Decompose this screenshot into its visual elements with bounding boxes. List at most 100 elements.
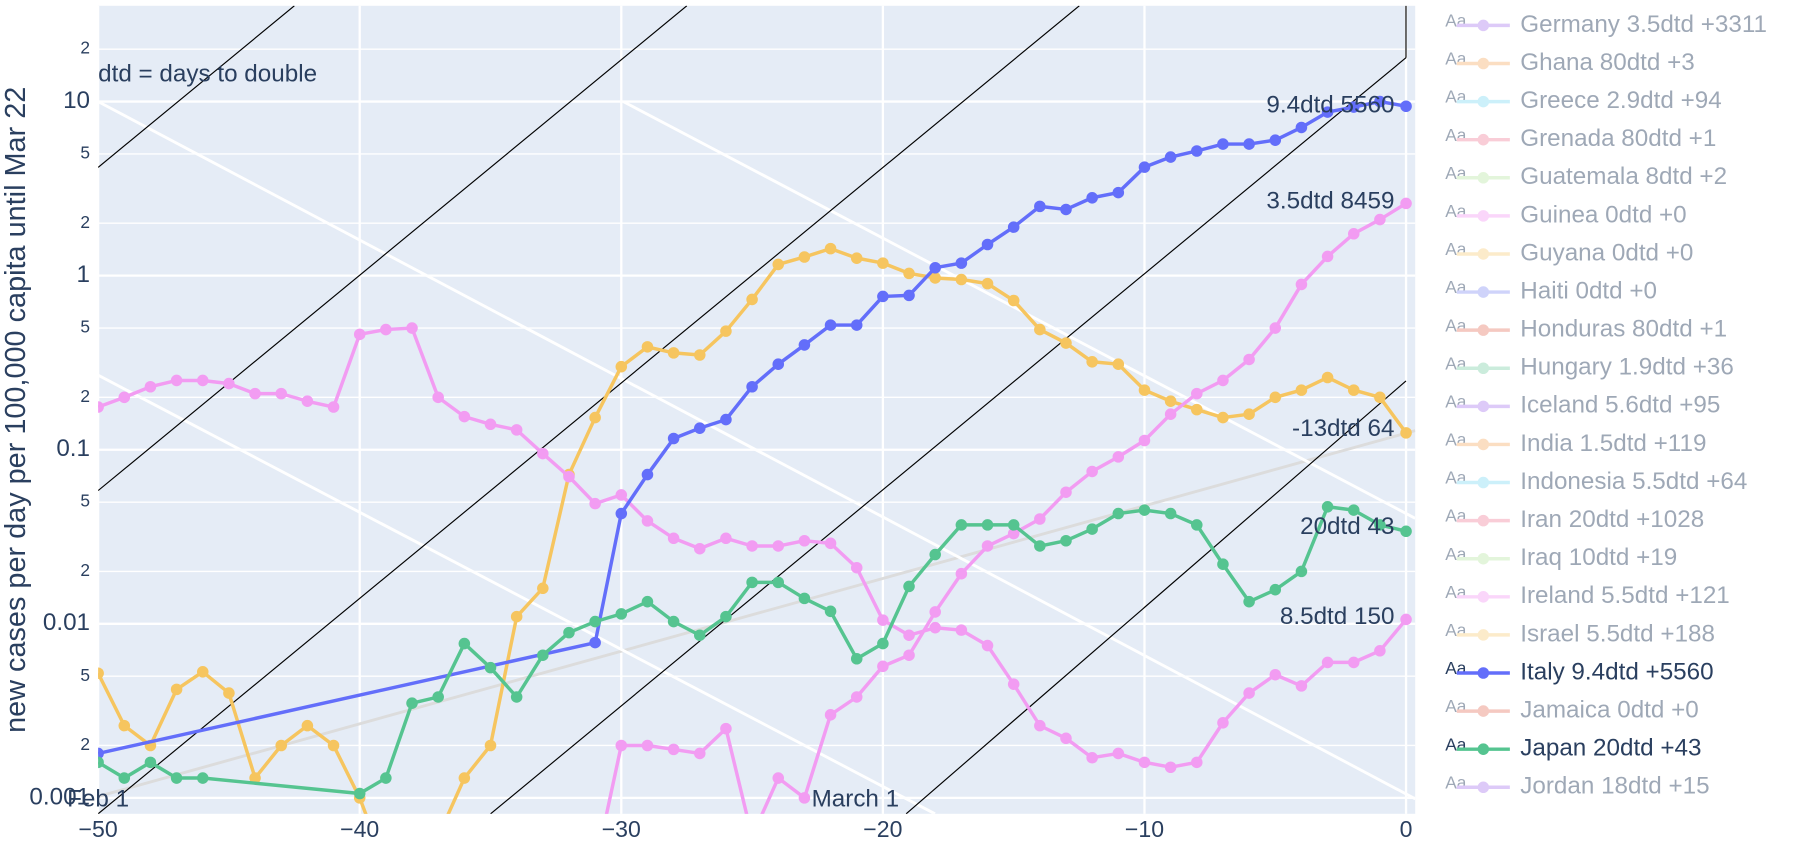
guide-line	[98, 5, 295, 168]
legend-item[interactable]: Aa Japan 20dtd +43	[1445, 734, 1701, 761]
data-point	[798, 251, 811, 263]
legend-item[interactable]: Aa Haiti 0dtd +0	[1445, 277, 1657, 304]
y-tick-label: 0.1	[56, 435, 90, 462]
legend-item[interactable]: Aa Jamaica 0dtd +0	[1445, 696, 1699, 723]
data-point	[824, 242, 837, 255]
data-point	[1191, 403, 1203, 416]
data-point	[1347, 228, 1360, 240]
data-point	[772, 772, 785, 784]
legend-item[interactable]: Aa Italy 9.4dtd +5560	[1445, 658, 1713, 685]
legend-item[interactable]: Aa Guyana 0dtd +0	[1445, 239, 1693, 266]
y-tick-label: 10	[63, 87, 90, 114]
legend-item[interactable]: Aa Iraq 10dtd +19	[1445, 544, 1677, 571]
legend-item[interactable]: Aa Hungary 1.9dtd +36	[1445, 353, 1734, 380]
data-point	[380, 772, 392, 784]
legend-item[interactable]: Aa Iceland 5.6dtd +95	[1445, 391, 1720, 418]
x-tick-label: −20	[863, 816, 902, 842]
data-point	[458, 410, 471, 423]
data-point	[118, 719, 131, 732]
annotation: March 1	[812, 785, 900, 812]
legend-item[interactable]: Aa Honduras 80dtd +1	[1445, 315, 1727, 342]
data-point	[432, 391, 444, 404]
data-point	[118, 772, 131, 784]
annotation: -13dtd 64	[1292, 415, 1394, 442]
data-point	[772, 540, 785, 552]
legend-item[interactable]: Aa Guatemala 8dtd +2	[1445, 163, 1727, 190]
data-point	[1400, 613, 1412, 626]
legend-item[interactable]: Aa Jordan 18dtd +15	[1445, 772, 1709, 799]
data-point	[1086, 192, 1098, 204]
legend-swatch-marker	[1477, 324, 1490, 336]
legend-label: Jamaica 0dtd +0	[1520, 696, 1699, 723]
data-point	[1347, 504, 1360, 516]
data-point	[903, 267, 915, 280]
data-point	[615, 489, 628, 501]
legend-item[interactable]: Aa Israel 5.5dtd +188	[1445, 620, 1715, 647]
data-point	[223, 377, 235, 390]
data-point	[1374, 213, 1386, 226]
data-point	[1295, 384, 1308, 396]
x-tick-label: −10	[1125, 816, 1164, 842]
data-point	[1269, 583, 1282, 596]
data-point	[903, 649, 915, 661]
legend-item[interactable]: Aa Ghana 80dtd +3	[1445, 49, 1695, 76]
data-point	[720, 325, 732, 337]
data-point	[1112, 358, 1125, 370]
data-point	[1217, 717, 1229, 729]
data-point	[720, 532, 732, 545]
legend-item[interactable]: Aa Ireland 5.5dtd +121	[1445, 582, 1730, 609]
legend-item[interactable]: Aa Greece 2.9dtd +94	[1445, 87, 1721, 114]
data-point	[1138, 384, 1151, 396]
data-point	[981, 639, 994, 652]
legend-swatch-marker	[1477, 95, 1490, 108]
data-point	[1034, 719, 1046, 732]
data-point	[537, 447, 549, 460]
data-point	[170, 374, 183, 387]
legend-label: India 1.5dtd +119	[1520, 430, 1706, 457]
legend-label: Italy 9.4dtd +5560	[1520, 658, 1713, 685]
legend-label: Guatemala 8dtd +2	[1520, 163, 1727, 190]
y-tick-label: 5	[80, 665, 90, 685]
data-point	[1347, 101, 1360, 113]
legend-symbol-text: Aa	[1445, 239, 1467, 259]
data-point	[641, 515, 654, 527]
legend-swatch-marker	[1477, 133, 1490, 146]
legend-item[interactable]: Aa Grenada 80dtd +1	[1445, 125, 1716, 152]
legend-item[interactable]: Aa India 1.5dtd +119	[1445, 430, 1706, 457]
data-point	[981, 519, 994, 531]
data-point	[746, 380, 758, 393]
data-point	[98, 747, 104, 760]
data-point	[484, 661, 497, 674]
legend-item[interactable]: Aa Indonesia 5.5dtd +64	[1445, 468, 1747, 495]
data-point	[1060, 203, 1072, 216]
y-tick-label: 2	[80, 212, 90, 232]
legend-symbol-text: Aa	[1445, 11, 1467, 31]
data-point	[929, 548, 941, 561]
legend-symbol-text: Aa	[1445, 201, 1467, 221]
data-point	[327, 401, 340, 413]
data-point	[1086, 356, 1098, 368]
legend-item[interactable]: Aa Iran 20dtd +1028	[1445, 506, 1704, 533]
legend-swatch-marker	[1477, 286, 1490, 298]
data-point	[1295, 121, 1308, 134]
y-tick-label: 2	[80, 38, 90, 58]
data-point	[641, 341, 654, 353]
legend-label: Greece 2.9dtd +94	[1520, 87, 1721, 114]
annotation: Feb 1	[67, 785, 129, 812]
legend-swatch-marker	[1477, 514, 1490, 527]
data-point	[1138, 161, 1151, 173]
guide-line	[98, 5, 688, 492]
legend-item[interactable]: Aa Guinea 0dtd +0	[1445, 201, 1686, 228]
data-point	[406, 322, 418, 334]
x-tick-label: −50	[79, 816, 118, 842]
data-point	[798, 534, 811, 547]
data-point	[327, 739, 340, 752]
data-point	[1112, 451, 1125, 463]
legend-symbol-text: Aa	[1445, 620, 1467, 640]
legend-label: Japan 20dtd +43	[1520, 735, 1701, 762]
legend-symbol-text: Aa	[1445, 468, 1467, 488]
legend-item[interactable]: Aa Germany 3.5dtd +3311	[1445, 11, 1767, 38]
legend-label: Jordan 18dtd +15	[1520, 773, 1709, 800]
data-point	[1060, 732, 1072, 745]
data-point	[1243, 687, 1255, 699]
